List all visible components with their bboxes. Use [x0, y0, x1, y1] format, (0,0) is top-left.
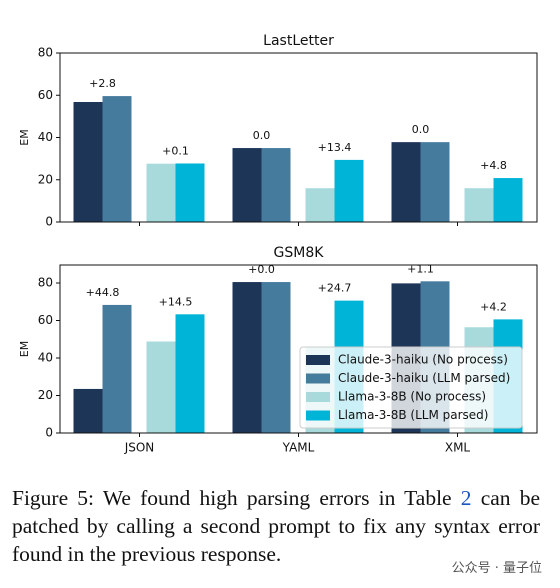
- annotation: 0.0: [253, 129, 271, 142]
- bar: [102, 96, 132, 222]
- y-tick-label: 0: [45, 426, 53, 440]
- annotation: +0.0: [248, 263, 275, 276]
- bar: [102, 304, 132, 433]
- annotation: 0.0: [412, 123, 430, 136]
- figure: LastLetter EM 0 20 40 60 80 +2.8 +0.1 0.0 +13.4 0.0…: [18, 33, 538, 455]
- bar: [232, 282, 262, 433]
- axes-frame: [59, 264, 538, 434]
- bar: [305, 188, 335, 222]
- annotation: +13.4: [318, 141, 352, 154]
- legend-label: Claude-3-haiku (LLM parsed): [338, 371, 510, 385]
- axes-frame: [59, 52, 538, 223]
- annotation: +1.1: [407, 262, 434, 275]
- annotation: +14.5: [159, 295, 193, 308]
- annotation: +0.1: [162, 144, 189, 157]
- bar: [261, 148, 291, 222]
- annotation: +4.2: [480, 300, 507, 313]
- y-axis-label: EM: [18, 341, 31, 357]
- bar: [420, 142, 450, 222]
- bar: [334, 159, 364, 222]
- bar: [175, 314, 205, 433]
- chart-title: LastLetter: [263, 33, 334, 49]
- y-tick-label: 20: [38, 172, 53, 186]
- chart-title: GSM8K: [274, 245, 325, 261]
- legend-box: [299, 346, 523, 429]
- bar: [146, 341, 176, 433]
- y-tick-label: 40: [38, 351, 53, 365]
- legend-label: Claude-3-haiku (No process): [338, 353, 508, 367]
- bar: [464, 188, 494, 222]
- y-tick-label: 20: [38, 388, 53, 402]
- legend-label: Llama-3-8B (LLM parsed): [338, 408, 488, 422]
- watermark: 公众号 · 量子位: [447, 556, 546, 577]
- legend-label: Llama-3-8B (No process): [338, 390, 486, 404]
- bar: [493, 178, 523, 222]
- y-tick-label: 80: [38, 276, 53, 290]
- legend-swatch: [306, 410, 330, 421]
- caption-text: Figure 5: We found high parsing errors i…: [12, 486, 461, 510]
- table-ref[interactable]: 2: [460, 486, 472, 510]
- y-axis-label: EM: [18, 129, 31, 145]
- bar: [261, 282, 291, 433]
- bar: [175, 163, 205, 222]
- bar: [146, 163, 176, 222]
- annotation: +4.8: [480, 159, 507, 172]
- legend-swatch: [306, 355, 330, 365]
- legend-swatch: [306, 373, 330, 384]
- bar: [391, 142, 421, 222]
- y-tick-label: 0: [45, 215, 53, 229]
- bar: [73, 102, 103, 222]
- bar: [73, 388, 103, 433]
- x-tick-label: YAML: [282, 441, 315, 455]
- legend-swatch: [306, 392, 330, 402]
- caption: Figure 5: We found high parsing errors i…: [12, 484, 540, 568]
- bar: [232, 148, 262, 222]
- y-tick-label: 60: [38, 88, 53, 102]
- annotation: +2.8: [89, 77, 116, 90]
- y-tick-label: 40: [38, 130, 53, 144]
- caption-text: can be patched by calling a second promp…: [12, 486, 540, 566]
- x-tick-label: XML: [445, 441, 471, 455]
- x-tick-label: JSON: [124, 441, 155, 455]
- annotation: +44.8: [86, 286, 120, 299]
- y-tick-label: 80: [38, 46, 53, 60]
- y-tick-label: 60: [38, 313, 53, 327]
- annotation: +24.7: [318, 282, 352, 295]
